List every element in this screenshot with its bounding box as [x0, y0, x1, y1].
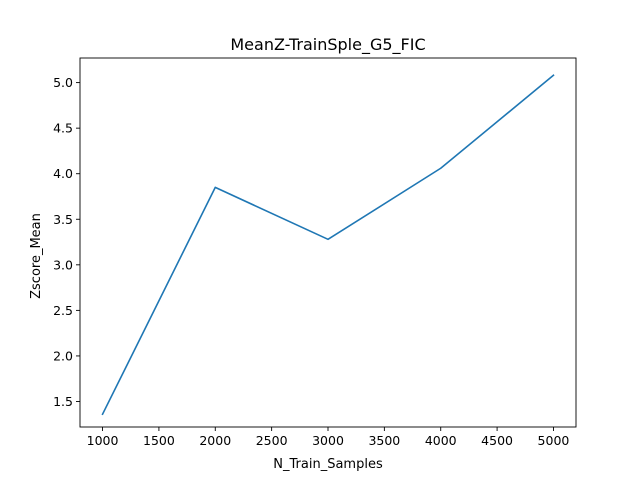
chart-title: MeanZ-TrainSple_G5_FIC — [230, 35, 425, 55]
x-tick-label: 5000 — [538, 433, 570, 448]
x-tick-label: 2000 — [199, 433, 231, 448]
y-tick-label: 4.0 — [53, 166, 73, 181]
series-line-0 — [101, 74, 555, 416]
x-tick-label: 3500 — [368, 433, 400, 448]
y-tick-label: 1.5 — [53, 394, 73, 409]
y-tick-label: 2.5 — [53, 303, 73, 318]
y-axis-label: Zscore_Mean — [29, 213, 44, 299]
x-tick-label: 1500 — [143, 433, 175, 448]
x-tick-label: 1000 — [87, 433, 119, 448]
x-tick-label: 3000 — [312, 433, 344, 448]
x-axis-label: N_Train_Samples — [273, 457, 383, 472]
x-tick-label: 4500 — [481, 433, 513, 448]
x-tick-label: 4000 — [425, 433, 457, 448]
y-tick-label: 3.0 — [53, 257, 73, 272]
y-tick-label: 4.5 — [53, 121, 73, 136]
y-tick-label: 5.0 — [53, 75, 73, 90]
y-tick-label: 2.0 — [53, 348, 73, 363]
x-tick-label: 2500 — [256, 433, 288, 448]
plot-area: 1000 1500 2000 2500 3000 3500 4000 4500 5000 1.5 2… — [53, 57, 577, 448]
y-tick-label: 3.5 — [53, 212, 73, 227]
